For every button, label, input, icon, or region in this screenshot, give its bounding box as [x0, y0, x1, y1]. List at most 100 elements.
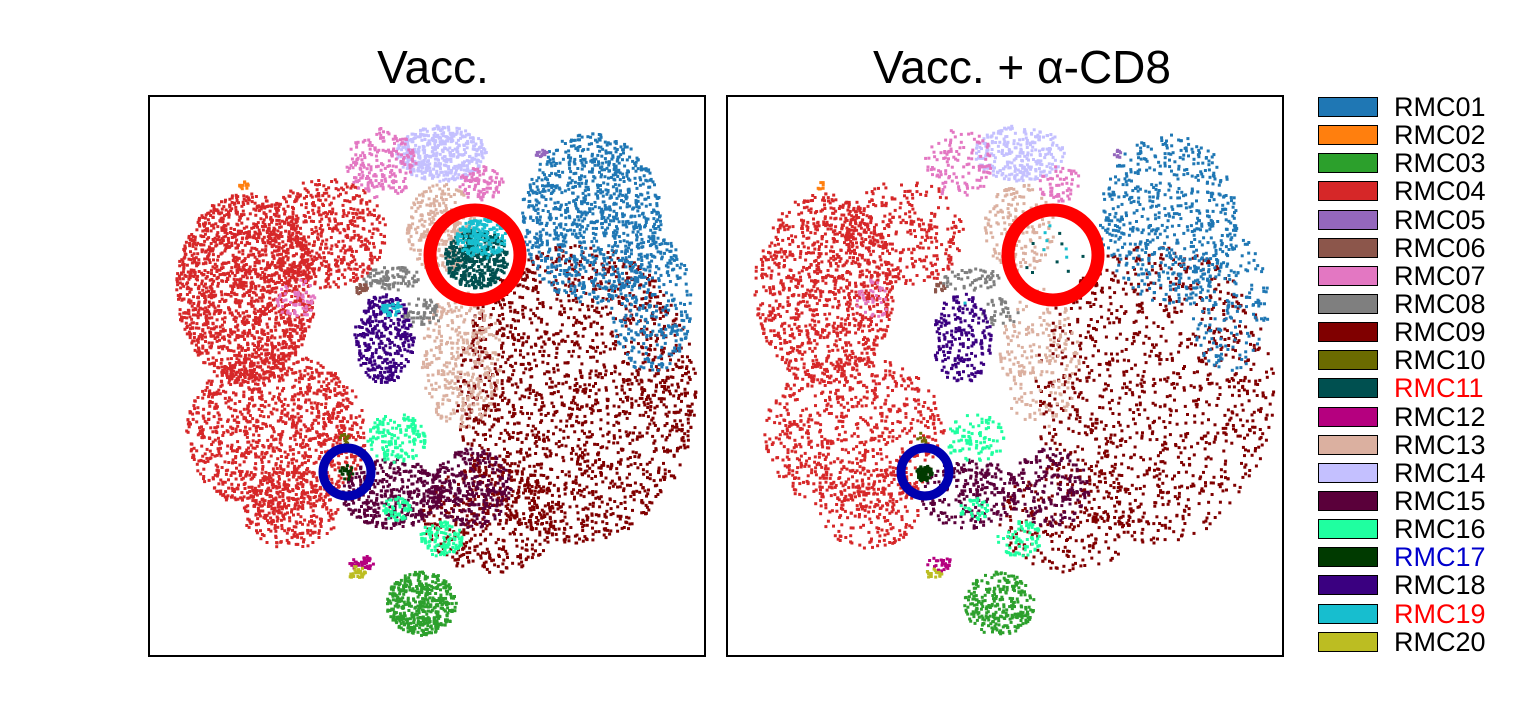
- highlight-circle-blue: [896, 443, 954, 501]
- legend-item-rmc16: RMC16: [1318, 514, 1518, 545]
- legend-label: RMC08: [1394, 288, 1486, 319]
- legend-swatch: [1318, 153, 1378, 174]
- legend-item-rmc04: RMC04: [1318, 176, 1518, 207]
- legend-swatch: [1318, 293, 1378, 314]
- cluster-points-rmc04: [175, 178, 387, 549]
- cluster-points-rmc01: [1099, 133, 1270, 372]
- legend-swatch: [1318, 97, 1378, 117]
- tsne-scatter-vacc-cd8: [753, 124, 1276, 636]
- cluster-points-rmc06: [934, 281, 947, 294]
- highlight-circle-red: [1001, 203, 1105, 307]
- legend-label: RMC13: [1394, 429, 1486, 460]
- legend-item-rmc13: RMC13: [1318, 429, 1518, 461]
- legend-swatch: [1318, 603, 1378, 624]
- cluster-points-rmc07: [855, 129, 1081, 318]
- legend-swatch: [1318, 265, 1378, 286]
- legend-label: RMC03: [1394, 148, 1486, 179]
- cluster-points-rmc20: [925, 567, 944, 579]
- legend-item-rmc08: RMC08: [1318, 288, 1518, 320]
- cluster-points-rmc18: [353, 293, 416, 384]
- legend-item-rmc09: RMC09: [1318, 317, 1518, 348]
- legend-item-rmc20: RMC20: [1318, 628, 1518, 658]
- legend-label: RMC02: [1394, 120, 1486, 151]
- legend-item-rmc18: RMC18: [1318, 570, 1518, 601]
- cluster-points-rmc16: [366, 413, 464, 558]
- cluster-points-rmc03: [963, 570, 1036, 636]
- cluster-points-rmc02: [816, 181, 825, 191]
- cluster-points-rmc16: [947, 413, 1041, 558]
- legend-label: RMC11: [1394, 373, 1484, 404]
- legend-swatch: [1318, 237, 1378, 258]
- legend-item-rmc02: RMC02: [1318, 120, 1518, 151]
- legend-item-rmc10: RMC10: [1318, 345, 1518, 376]
- legend-label: RMC15: [1394, 485, 1486, 516]
- cluster-points-rmc14: [974, 124, 1066, 183]
- legend-label: RMC14: [1394, 457, 1486, 488]
- legend-swatch: [1318, 462, 1378, 483]
- highlight-circle-blue: [318, 443, 376, 501]
- legend-swatch: [1318, 575, 1378, 596]
- tsne-scatter-vacc: [175, 124, 698, 637]
- cluster-points-rmc12: [926, 556, 952, 573]
- panel-title-vacc: Vacc.: [377, 41, 489, 93]
- cluster-points-rmc07: [275, 127, 505, 318]
- legend-label: RMC18: [1394, 570, 1486, 601]
- legend-label: RMC04: [1394, 176, 1486, 207]
- cluster-points-rmc19: [380, 217, 507, 317]
- cluster-points-rmc20: [348, 565, 367, 579]
- legend-item-rmc15: RMC15: [1318, 485, 1518, 517]
- legend-item-rmc03: RMC03: [1318, 148, 1518, 179]
- legend-label: RMC06: [1394, 232, 1486, 263]
- cluster-points-rmc06: [355, 283, 369, 296]
- legend-swatch: [1318, 125, 1378, 146]
- legend-swatch: [1318, 181, 1378, 202]
- cluster-points-rmc17: [915, 464, 934, 483]
- legend-item-rmc06: RMC06: [1318, 232, 1518, 264]
- legend-label: RMC09: [1394, 317, 1486, 348]
- cluster-points-rmc14: [395, 124, 488, 183]
- legend-swatch: [1318, 378, 1378, 399]
- legend-item-rmc14: RMC14: [1318, 457, 1518, 489]
- legend-label: RMC01: [1394, 92, 1486, 122]
- legend-swatch: [1318, 547, 1378, 568]
- legend-swatch: [1318, 490, 1378, 511]
- cluster-points-rmc17: [338, 464, 355, 481]
- legend-swatch: [1318, 434, 1378, 455]
- legend-label: RMC12: [1394, 401, 1486, 432]
- legend-label: RMC17: [1394, 542, 1486, 573]
- legend-item-rmc07: RMC07: [1318, 260, 1518, 292]
- legend-label: RMC16: [1394, 514, 1486, 545]
- legend-item-rmc11: RMC11: [1318, 373, 1518, 404]
- legend-swatch: [1318, 209, 1378, 230]
- cluster-points-rmc19: [963, 224, 1069, 305]
- cluster-points-rmc01: [521, 132, 693, 372]
- legend-swatch: [1318, 631, 1378, 652]
- legend-item-rmc19: RMC19: [1318, 598, 1518, 630]
- legend-label: RMC10: [1394, 345, 1486, 376]
- cluster-points-rmc05: [1112, 148, 1123, 159]
- cluster-points-rmc03: [386, 570, 458, 637]
- cluster-points-rmc10: [916, 431, 928, 444]
- cluster-points-rmc05: [534, 148, 549, 159]
- legend-label: RMC05: [1394, 204, 1486, 235]
- cluster-points-rmc04: [753, 181, 965, 550]
- cluster-legend: RMC01 RMC02 RMC03 RMC04 RMC05 RMC06 RMC07 RMC08…: [1318, 92, 1518, 658]
- tsne-plot-vacc: [148, 95, 706, 657]
- legend-swatch: [1318, 322, 1378, 343]
- legend-label: RMC07: [1394, 260, 1486, 291]
- tsne-plot-vacc-cd8: [726, 95, 1284, 657]
- panel-title-vacc-cd8: Vacc. + α-CD8: [873, 41, 1171, 93]
- highlight-circle-red: [423, 203, 527, 307]
- legend-item-rmc12: RMC12: [1318, 401, 1518, 433]
- cluster-points-rmc11: [1025, 231, 1085, 274]
- legend-item-rmc01: RMC01: [1318, 92, 1518, 123]
- legend-item-rmc17: RMC17: [1318, 542, 1518, 573]
- legend-label: RMC19: [1394, 598, 1486, 629]
- legend-swatch: [1318, 406, 1378, 427]
- cluster-points-rmc18: [933, 292, 993, 383]
- cluster-points-rmc08: [362, 266, 440, 328]
- cluster-points-rmc09: [421, 244, 698, 574]
- legend-item-rmc05: RMC05: [1318, 204, 1518, 236]
- legend-swatch: [1318, 519, 1378, 540]
- cluster-points-rmc02: [238, 180, 250, 191]
